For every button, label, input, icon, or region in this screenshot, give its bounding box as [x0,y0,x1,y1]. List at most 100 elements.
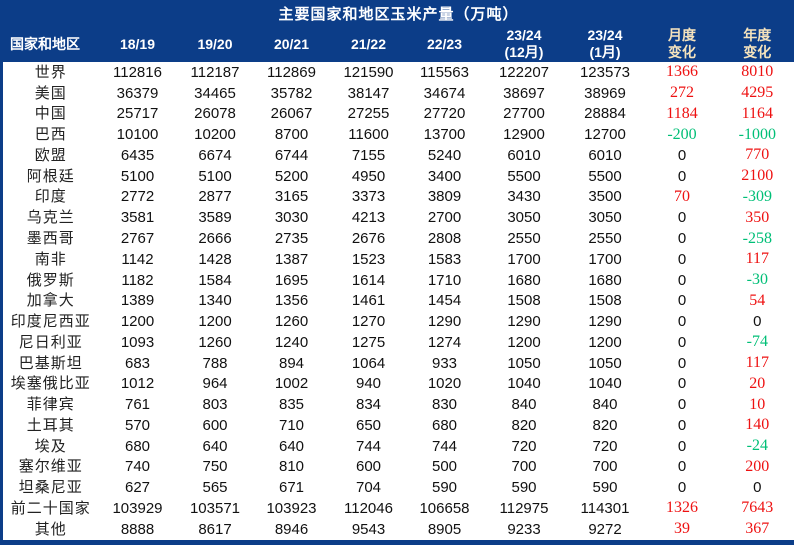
value-cell: 3050 [481,207,567,229]
value-cell: 5100 [98,165,177,187]
table-row: 前二十国家 103929 103571 103923 112046 106658 11297… [1,498,794,519]
column-header: 23/24 (12月) [481,26,567,62]
value-cell: 122207 [481,62,567,83]
value-cell: 38969 [566,82,644,104]
yearly-change-cell: -30 [720,269,794,291]
value-cell: 1389 [98,290,177,312]
yearly-change-cell: 2100 [720,165,794,187]
value-cell: 700 [481,456,567,478]
table-row: 南非 1142 1428 1387 1523 1583 1700 1700 0 117 [1,248,794,270]
value-cell: 810 [253,456,330,478]
monthly-change-cell: 272 [643,82,721,104]
value-cell: 1387 [253,248,330,270]
monthly-change-cell: 0 [643,269,721,291]
country-name-cell: 南非 [1,248,99,270]
country-name-cell: 埃及 [1,435,99,457]
country-name-cell: 中国 [1,103,99,125]
value-cell: 820 [481,415,567,436]
value-cell: 9272 [566,518,644,543]
value-cell: 1240 [253,331,330,353]
value-cell: 3165 [253,186,330,208]
value-cell: 6435 [98,145,177,166]
table-row: 巴西 10100 10200 8700 11600 13700 12900 12700 -200… [1,124,794,146]
value-cell: 10200 [176,124,254,146]
value-cell: 27720 [407,103,482,125]
value-cell: 750 [176,456,254,478]
monthly-change-cell: 0 [643,394,721,416]
value-cell: 3581 [98,207,177,229]
table-row: 中国 25717 26078 26067 27255 27720 27700 28884 118… [1,103,794,125]
value-cell: 25717 [98,103,177,125]
monthly-change-cell: -200 [643,124,721,146]
yearly-change-cell: 8010 [720,62,794,83]
value-cell: 500 [407,456,482,478]
value-cell: 10100 [98,124,177,146]
value-cell: 720 [566,435,644,457]
value-cell: 123573 [566,62,644,83]
monthly-change-cell: 0 [643,373,721,395]
value-cell: 26078 [176,103,254,125]
value-cell: 2808 [407,228,482,249]
country-name-cell: 坦桑尼亚 [1,477,99,499]
table-row: 欧盟 6435 6674 6744 7155 5240 6010 6010 0 770 [1,145,794,166]
country-name-cell: 菲律宾 [1,394,99,416]
monthly-change-cell: 0 [643,248,721,270]
value-cell: 112869 [253,62,330,83]
monthly-change-cell: 70 [643,186,721,208]
value-cell: 683 [98,352,177,374]
value-cell: 9233 [481,518,567,543]
country-name-cell: 阿根廷 [1,165,99,187]
monthly-change-cell: 0 [643,228,721,249]
yearly-change-cell: 10 [720,394,794,416]
value-cell: 1680 [481,269,567,291]
value-cell: 121590 [329,62,408,83]
value-cell: 1002 [253,373,330,395]
value-cell: 840 [566,394,644,416]
table-row: 尼日利亚 1093 1260 1240 1275 1274 1200 1200 0 -74 [1,331,794,353]
yearly-change-cell: 20 [720,373,794,395]
value-cell: 2666 [176,228,254,249]
value-cell: 1200 [98,311,177,332]
yearly-change-cell: -24 [720,435,794,457]
value-cell: 1200 [176,311,254,332]
value-cell: 720 [481,435,567,457]
value-cell: 1064 [329,352,408,374]
value-cell: 3589 [176,207,254,229]
value-cell: 12700 [566,124,644,146]
value-cell: 1508 [481,290,567,312]
country-name-cell: 乌克兰 [1,207,99,229]
value-cell: 1040 [566,373,644,395]
monthly-change-cell: 0 [643,435,721,457]
value-cell: 6010 [566,145,644,166]
monthly-change-cell: 0 [643,290,721,312]
value-cell: 6010 [481,145,567,166]
value-cell: 1260 [176,331,254,353]
value-cell: 4213 [329,207,408,229]
value-cell: 112187 [176,62,254,83]
value-cell: 740 [98,456,177,478]
value-cell: 1461 [329,290,408,312]
value-cell: 840 [481,394,567,416]
value-cell: 834 [329,394,408,416]
value-cell: 1523 [329,248,408,270]
value-cell: 34465 [176,82,254,104]
value-cell: 700 [566,456,644,478]
value-cell: 2550 [481,228,567,249]
value-cell: 103923 [253,498,330,519]
value-cell: 115563 [407,62,482,83]
column-header: 年度 变化 [720,26,794,62]
value-cell: 38147 [329,82,408,104]
value-cell: 6674 [176,145,254,166]
value-cell: 1142 [98,248,177,270]
value-cell: 2550 [566,228,644,249]
yearly-change-cell: -309 [720,186,794,208]
table-row: 俄罗斯 1182 1584 1695 1614 1710 1680 1680 0 -30 [1,269,794,291]
country-name-cell: 前二十国家 [1,498,99,519]
table-title: 主要国家和地区玉米产量（万吨） [1,0,794,26]
table-row: 墨西哥 2767 2666 2735 2676 2808 2550 2550 0 -258 [1,228,794,249]
value-cell: 570 [98,415,177,436]
table-row: 巴基斯坦 683 788 894 1064 933 1050 1050 0 117 [1,352,794,374]
table-row: 菲律宾 761 803 835 834 830 840 840 0 10 [1,394,794,416]
yearly-change-cell: 117 [720,352,794,374]
value-cell: 3050 [566,207,644,229]
